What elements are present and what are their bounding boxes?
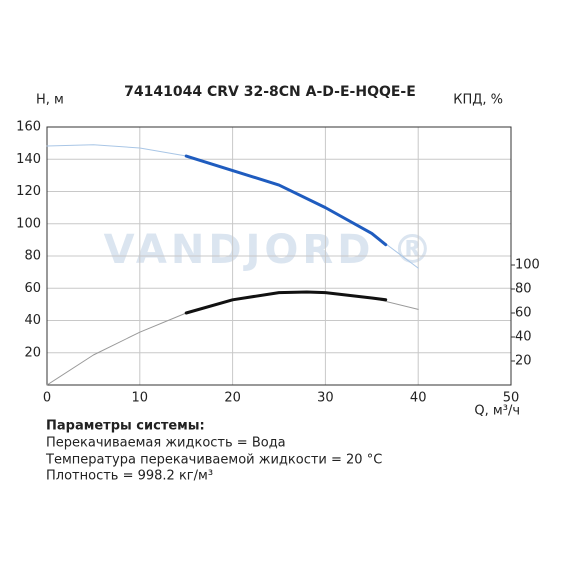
x-tick-label: 50 — [503, 391, 520, 406]
notes-line: Перекачиваемая жидкость = Вода — [46, 436, 286, 451]
y2-tick-label: 20 — [515, 354, 532, 369]
y2-tick-label: 80 — [515, 282, 532, 297]
y-tick-label: 40 — [24, 313, 41, 328]
x-tick-label: 30 — [317, 391, 334, 406]
curve — [184, 154, 388, 247]
y-tick-label: 100 — [16, 216, 41, 231]
x-tick-label: 40 — [410, 391, 427, 406]
y-tick-label: 20 — [24, 345, 41, 360]
chart-title: 74141044 CRV 32-8CN A-D-E-HQQE-E — [124, 84, 416, 100]
y2-tick-label: 40 — [515, 330, 532, 345]
plot-frame — [46, 126, 512, 386]
x-tick-label: 10 — [132, 391, 149, 406]
notes-line: Плотность = 998.2 кг/м³ — [46, 469, 213, 484]
curve — [184, 290, 388, 315]
y-tick-label: 160 — [16, 120, 41, 135]
x-axis-label: Q, м³/ч — [474, 404, 520, 419]
y-tick-label: 80 — [24, 249, 41, 264]
x-tick-label: 0 — [43, 391, 51, 406]
notes-line: Температура перекачиваемой жидкости = 20… — [45, 453, 382, 468]
y-axis-label: H, м — [36, 93, 64, 108]
watermark: VANDJORD ® — [104, 227, 437, 273]
y-tick-label: 140 — [16, 152, 41, 167]
y2-tick-label: 100 — [515, 258, 540, 273]
y2-tick-label: 60 — [515, 306, 532, 321]
notes-heading: Параметры системы: — [46, 419, 205, 434]
x-tick-label: 20 — [224, 391, 241, 406]
y2-axis-label: КПД, % — [453, 93, 503, 108]
y-tick-label: 120 — [16, 184, 41, 199]
y-tick-label: 60 — [24, 281, 41, 296]
